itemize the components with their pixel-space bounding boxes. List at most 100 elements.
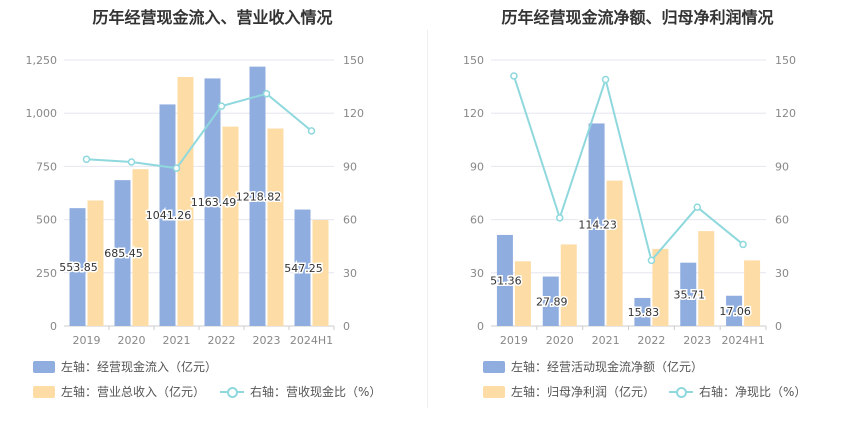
data-label: 1218.82 xyxy=(236,190,282,203)
x-axis-tick: 2019 xyxy=(73,334,101,347)
legend-item-revenue[interactable]: 左轴：营业总收入（亿元） xyxy=(33,383,205,400)
chart-area: 0 30 60 90 120 150 0 30 60 90 120 150 2019 2020 2021 20… xyxy=(463,54,796,347)
left-chart-panel: 历年经营现金流入、营业收入情况 0 250 500 750 1,000 1,250 0 30 6… xyxy=(26,8,382,400)
x-axis-tick: 2022 xyxy=(208,334,236,347)
legend-label: 右轴：净现比（%） xyxy=(699,385,807,399)
x-axis-tick: 2020 xyxy=(546,334,574,347)
legend-label: 左轴：经营现金流入（亿元） xyxy=(61,360,218,374)
legend-label: 左轴：经营活动现金流净额（亿元） xyxy=(511,360,704,374)
secondary-bar xyxy=(177,77,194,326)
legend-item-net-profit[interactable]: 左轴：归母净利润（亿元） xyxy=(483,383,655,400)
secondary-bar xyxy=(312,220,329,326)
secondary-bar xyxy=(514,261,531,326)
right-axis-tick: 150 xyxy=(775,54,796,67)
legend-item-cash-ratio[interactable]: 右轴：净现比（%） xyxy=(669,383,806,400)
x-axis-tick: 2024H1 xyxy=(721,334,764,347)
right-axis-tick: 90 xyxy=(775,160,789,173)
left-axis-tick: 90 xyxy=(470,160,484,173)
primary-bar xyxy=(159,104,176,327)
secondary-bar xyxy=(132,169,149,326)
left-axis-tick: 1,000 xyxy=(26,107,58,120)
data-label: 1163.49 xyxy=(191,196,237,209)
primary-bar xyxy=(294,209,311,326)
left-axis-tick: 250 xyxy=(36,267,57,280)
x-axis-tick: 2021 xyxy=(163,334,191,347)
left-axis-tick: 500 xyxy=(36,214,57,227)
line-point xyxy=(217,102,226,110)
left-axis-tick: 0 xyxy=(477,320,484,333)
primary-bar xyxy=(634,297,651,326)
primary-bar xyxy=(542,276,559,326)
primary-bar xyxy=(204,78,221,326)
x-axis-tick: 2022 xyxy=(637,334,665,347)
primary-bar xyxy=(249,66,266,326)
left-axis-tick: 60 xyxy=(470,214,484,227)
right-axis-tick: 30 xyxy=(343,267,357,280)
line-point xyxy=(82,155,91,164)
secondary-bar xyxy=(744,260,761,326)
secondary-bar xyxy=(267,128,284,326)
secondary-bar xyxy=(698,231,715,326)
legend-swatch xyxy=(33,385,55,398)
line-point xyxy=(262,89,271,98)
line-point xyxy=(556,214,564,222)
right-axis-tick: 60 xyxy=(775,214,789,227)
left-axis-tick: 0 xyxy=(50,320,57,333)
ratio-line xyxy=(512,75,744,263)
left-axis-tick: 1,250 xyxy=(26,54,58,67)
right-axis-tick: 90 xyxy=(343,160,357,173)
chart-area: 0 250 500 750 1,000 1,250 0 30 60 90 120 150 2019 202… xyxy=(26,54,365,347)
data-label: 553.85 xyxy=(59,261,98,274)
data-label: 51.36 xyxy=(490,274,522,287)
line-point xyxy=(647,256,656,265)
right-axis-tick: 0 xyxy=(775,320,782,333)
secondary-bar xyxy=(606,180,623,326)
legend-item-ratio[interactable]: 右轴：营收现金比（%） xyxy=(220,383,381,400)
left-axis-tick: 150 xyxy=(463,54,484,67)
data-label: 35.71 xyxy=(674,288,706,301)
right-axis-tick: 60 xyxy=(343,214,357,227)
primary-bar xyxy=(69,208,86,326)
primary-bar xyxy=(680,262,697,326)
x-axis-tick: 2020 xyxy=(118,334,146,347)
chart-title: 历年经营现金流净额、归母净利润情况 xyxy=(501,8,774,27)
line-point xyxy=(601,75,610,84)
right-axis-tick: 120 xyxy=(343,107,364,120)
legend-line-marker xyxy=(220,386,244,398)
line-point xyxy=(693,203,701,211)
secondary-bar xyxy=(87,200,104,326)
left-axis-tick: 120 xyxy=(463,107,484,120)
legend-item-cash-inflow[interactable]: 左轴：经营现金流入（亿元） xyxy=(33,358,217,375)
legend-label: 右轴：营收现金比（%） xyxy=(250,385,382,399)
line-point xyxy=(510,72,518,80)
primary-bar xyxy=(496,234,513,326)
line-point xyxy=(172,164,181,172)
primary-bar xyxy=(588,123,605,327)
left-axis-tick: 30 xyxy=(470,267,484,280)
data-label: 27.89 xyxy=(536,295,568,308)
secondary-bar xyxy=(560,244,577,326)
legend-swatch xyxy=(33,360,55,373)
legend-label: 左轴：营业总收入（亿元） xyxy=(61,385,206,399)
data-label: 114.23 xyxy=(578,219,617,232)
data-label: 685.45 xyxy=(104,247,143,260)
legend-label: 左轴：归母净利润（亿元） xyxy=(511,385,656,399)
secondary-bar xyxy=(222,126,239,326)
left-axis-tick: 750 xyxy=(36,160,57,173)
legend-line-marker xyxy=(669,386,693,398)
primary-bar xyxy=(114,180,131,326)
x-axis-tick: 2021 xyxy=(592,334,620,347)
line-point xyxy=(307,127,316,135)
ratio-line xyxy=(86,92,313,170)
right-axis-tick: 0 xyxy=(343,320,350,333)
data-label: 17.06 xyxy=(719,305,751,318)
x-axis-tick: 2019 xyxy=(500,334,528,347)
line-point xyxy=(127,158,136,166)
x-axis-tick: 2024H1 xyxy=(290,334,333,347)
legend-swatch xyxy=(483,385,505,398)
legend-item-net-cash-flow[interactable]: 左轴：经营活动现金流净额（亿元） xyxy=(483,358,703,375)
line-point xyxy=(739,240,747,249)
right-axis-tick: 120 xyxy=(775,107,796,120)
right-chart-panel: 历年经营现金流净额、归母净利润情况 0 30 60 90 120 150 0 30 60 90 12… xyxy=(425,0,850,437)
panel-divider xyxy=(427,30,428,408)
